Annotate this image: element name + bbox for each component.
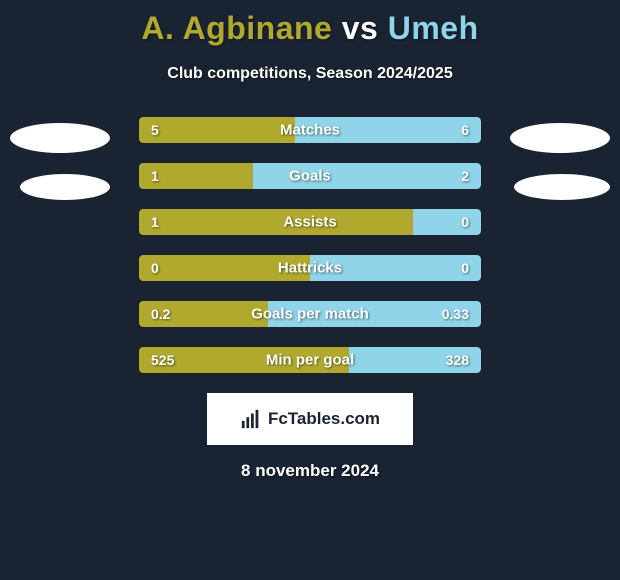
date-text: 8 november 2024	[0, 461, 620, 481]
source-badge: FcTables.com	[207, 393, 413, 445]
comparison-title: A. Agbinane vs Umeh	[0, 0, 620, 47]
stat-row: Min per goal 525 328	[0, 347, 620, 373]
stat-label: Min per goal	[266, 352, 354, 369]
subtitle: Club competitions, Season 2024/2025	[0, 65, 620, 83]
stat-row: Goals per match 0.2 0.33	[0, 301, 620, 327]
stat-value-left: 5	[151, 122, 159, 138]
stat-label: Hattricks	[278, 260, 342, 277]
stat-bar: Assists 1 0	[139, 209, 481, 235]
stat-bar: Hattricks 0 0	[139, 255, 481, 281]
stat-label: Goals per match	[251, 306, 369, 323]
player2-name: Umeh	[388, 10, 479, 46]
stat-value-left: 1	[151, 214, 159, 230]
stat-value-right: 0	[461, 214, 469, 230]
stat-value-left: 0.2	[151, 306, 170, 322]
stat-label: Goals	[289, 168, 331, 185]
stat-row: Hattricks 0 0	[0, 255, 620, 281]
stat-row: Assists 1 0	[0, 209, 620, 235]
stat-label: Matches	[280, 122, 340, 139]
stat-value-right: 0	[461, 260, 469, 276]
stat-value-left: 0	[151, 260, 159, 276]
player1-name: A. Agbinane	[141, 10, 332, 46]
stat-row: Goals 1 2	[0, 163, 620, 189]
stat-bar-left	[139, 117, 295, 143]
vs-text: vs	[342, 10, 379, 46]
stat-value-right: 328	[446, 352, 469, 368]
stat-row: Matches 5 6	[0, 117, 620, 143]
stat-bar-right	[253, 163, 481, 189]
stat-bar: Matches 5 6	[139, 117, 481, 143]
source-text: FcTables.com	[268, 409, 380, 429]
stats-container: Matches 5 6 Goals 1 2 Assists 1 0 Hattricks 0 0 Goal…	[0, 117, 620, 373]
stat-value-left: 1	[151, 168, 159, 184]
stat-value-left: 525	[151, 352, 174, 368]
stat-bar: Goals 1 2	[139, 163, 481, 189]
chart-icon	[240, 408, 262, 430]
stat-bar: Goals per match 0.2 0.33	[139, 301, 481, 327]
stat-value-right: 0.33	[442, 306, 469, 322]
stat-bar: Min per goal 525 328	[139, 347, 481, 373]
stat-value-right: 2	[461, 168, 469, 184]
stat-value-right: 6	[461, 122, 469, 138]
stat-bar-right	[413, 209, 481, 235]
stat-bar-left	[139, 209, 413, 235]
stat-label: Assists	[283, 214, 336, 231]
